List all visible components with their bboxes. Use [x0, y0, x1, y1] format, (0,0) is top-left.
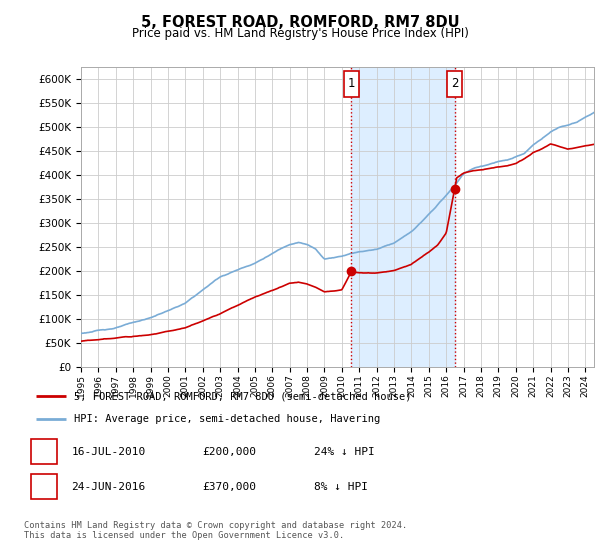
Text: 8% ↓ HPI: 8% ↓ HPI [314, 482, 368, 492]
Text: 1: 1 [40, 445, 48, 458]
Text: 16-JUL-2010: 16-JUL-2010 [71, 446, 146, 456]
Text: 24% ↓ HPI: 24% ↓ HPI [314, 446, 375, 456]
FancyBboxPatch shape [31, 474, 58, 500]
FancyBboxPatch shape [447, 71, 462, 97]
Text: £200,000: £200,000 [203, 446, 257, 456]
FancyBboxPatch shape [31, 439, 58, 464]
Text: 1: 1 [347, 77, 355, 91]
Text: 5, FOREST ROAD, ROMFORD, RM7 8DU: 5, FOREST ROAD, ROMFORD, RM7 8DU [140, 15, 460, 30]
Text: Price paid vs. HM Land Registry's House Price Index (HPI): Price paid vs. HM Land Registry's House … [131, 27, 469, 40]
Text: HPI: Average price, semi-detached house, Havering: HPI: Average price, semi-detached house,… [74, 414, 380, 424]
Text: 2: 2 [451, 77, 458, 91]
Text: £370,000: £370,000 [203, 482, 257, 492]
FancyBboxPatch shape [344, 71, 359, 97]
Text: 5, FOREST ROAD, ROMFORD, RM7 8DU (semi-detached house): 5, FOREST ROAD, ROMFORD, RM7 8DU (semi-d… [74, 391, 412, 401]
Text: 2: 2 [40, 480, 48, 493]
Bar [351, 67, 455, 367]
Text: Contains HM Land Registry data © Crown copyright and database right 2024.
This d: Contains HM Land Registry data © Crown c… [24, 521, 407, 540]
Text: 24-JUN-2016: 24-JUN-2016 [71, 482, 146, 492]
